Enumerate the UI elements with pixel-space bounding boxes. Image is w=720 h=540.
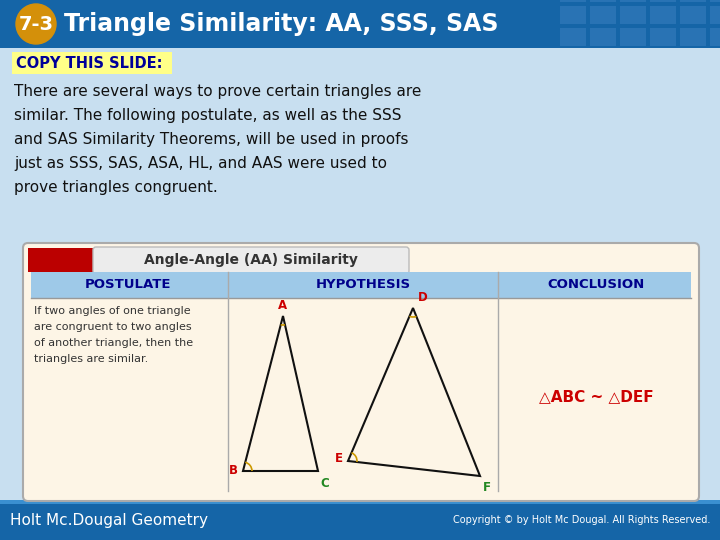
Bar [0,48,720,500]
Text: CONCLUSION: CONCLUSION [547,279,644,292]
Text: of another triangle, then the: of another triangle, then the [34,338,193,348]
Bar [560,6,586,24]
Text: A: A [279,299,287,312]
Text: Holt Mc.Dougal Geometry: Holt Mc.Dougal Geometry [10,512,208,528]
Text: Angle-Angle (AA) Similarity: Angle-Angle (AA) Similarity [144,253,358,267]
Text: 7-3: 7-3 [19,15,53,33]
Bar [560,0,586,2]
Bar [28,248,98,272]
Bar [590,6,616,24]
Bar [590,0,616,2]
Text: POSTULATE: POSTULATE [85,279,171,292]
Text: just as SSS, SAS, ASA, HL, and AAS were used to: just as SSS, SAS, ASA, HL, and AAS were … [14,156,387,171]
Text: COPY THIS SLIDE:: COPY THIS SLIDE: [16,56,163,71]
Circle shape [16,4,56,44]
Text: D: D [418,291,428,304]
Bar [590,28,616,46]
Text: If two angles of one triangle: If two angles of one triangle [34,306,191,316]
Bar [650,6,676,24]
Text: There are several ways to prove certain triangles are: There are several ways to prove certain … [14,84,421,99]
Bar [620,0,646,2]
Text: F: F [483,481,491,494]
Bar [620,6,646,24]
Bar [710,6,720,24]
Bar [0,500,720,504]
FancyBboxPatch shape [23,243,699,501]
Bar [650,0,676,2]
Text: C: C [320,477,329,490]
Bar [650,28,676,46]
Text: Copyright © by Holt Mc Dougal. All Rights Reserved.: Copyright © by Holt Mc Dougal. All Right… [453,515,710,525]
Bar [0,0,720,48]
Text: and SAS Similarity Theorems, will be used in proofs: and SAS Similarity Theorems, will be use… [14,132,408,147]
Bar [710,28,720,46]
Bar [560,28,586,46]
Text: E: E [335,453,343,465]
Text: prove triangles congruent.: prove triangles congruent. [14,180,217,195]
Text: B: B [229,464,238,477]
Bar [31,272,691,298]
Bar [680,6,706,24]
Text: are congruent to two angles: are congruent to two angles [34,322,192,332]
Text: Triangle Similarity: AA, SSS, SAS: Triangle Similarity: AA, SSS, SAS [64,12,498,36]
Text: △ABC ~ △DEF: △ABC ~ △DEF [539,389,653,404]
Bar [12,52,172,74]
Text: triangles are similar.: triangles are similar. [34,354,148,364]
Bar [680,0,706,2]
Text: similar. The following postulate, as well as the SSS: similar. The following postulate, as wel… [14,108,402,123]
Bar [0,500,720,540]
Bar [620,28,646,46]
FancyBboxPatch shape [93,247,409,274]
Text: HYPOTHESIS: HYPOTHESIS [315,279,410,292]
Bar [710,0,720,2]
Bar [680,28,706,46]
